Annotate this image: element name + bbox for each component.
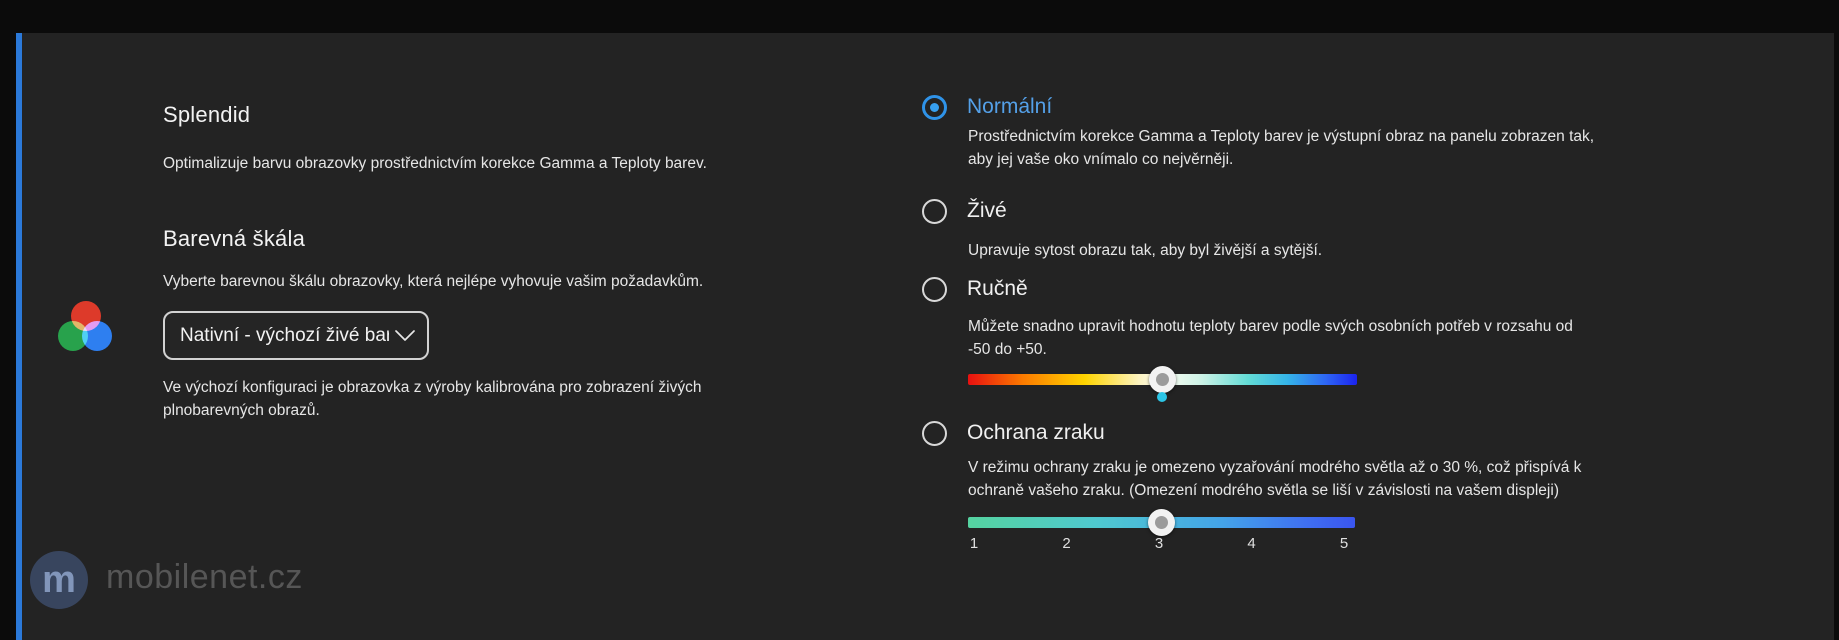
color-gamut-title: Barevná škála	[163, 226, 306, 251]
mode-label-rucne[interactable]: Ručně	[967, 277, 1028, 300]
color-temperature-default-marker-dot	[1157, 392, 1167, 402]
radio-ochrana-zraku[interactable]	[922, 420, 947, 446]
mode-desc-normalni-line2: aby jej vaše oko vnímalo co nejvěrněji.	[968, 151, 1234, 168]
mode-label-normalni[interactable]: Normální	[967, 95, 1053, 118]
left-accent-bar	[16, 33, 22, 640]
mode-desc-normalni-line1: Prostřednictvím korekce Gamma a Teploty …	[968, 128, 1595, 145]
blue-light-slider-track[interactable]	[968, 509, 1355, 536]
mobilenet-logo-icon: m	[30, 551, 88, 609]
color-gamut-note: Ve výchozí konfiguraci je obrazovka z vý…	[163, 376, 701, 422]
color-gamut-dropdown[interactable]: Nativní - výchozí živé bar	[163, 311, 429, 360]
blue-light-tick-1: 1	[969, 535, 979, 552]
mode-desc-normalni: Prostřednictvím korekce Gamma a Teploty …	[968, 125, 1594, 171]
mode-desc-ochrana-line2: ochraně vašeho zraku. (Omezení modrého s…	[968, 482, 1559, 499]
mode-label-zive[interactable]: Živé	[967, 199, 1007, 222]
blue-light-tick-2: 2	[1062, 535, 1071, 552]
radio-rucne[interactable]	[922, 276, 947, 302]
mode-row-rucne[interactable]: Ručně	[922, 276, 1028, 302]
color-gamut-note-line2: plnobarevných obrazů.	[163, 402, 320, 419]
color-temperature-slider-thumb[interactable]	[1149, 366, 1176, 393]
mobilenet-watermark-text: mobilenet.cz	[106, 558, 303, 596]
color-gamut-description: Vyberte barevnou škálu obrazovky, která …	[163, 273, 704, 290]
mode-desc-zive: Upravuje sytost obrazu tak, aby byl živě…	[968, 239, 1322, 262]
mode-desc-zive-line1: Upravuje sytost obrazu tak, aby byl živě…	[968, 242, 1323, 259]
color-gamut-note-line1: Ve výchozí konfiguraci je obrazovka z vý…	[163, 379, 702, 396]
splendid-title: Splendid	[163, 102, 251, 127]
splendid-description: Optimalizuje barvu obrazovky prostřednic…	[163, 155, 707, 172]
blue-light-tick-4: 4	[1247, 535, 1256, 552]
radio-normalni[interactable]	[922, 94, 947, 120]
color-gamut-dropdown-value: Nativní - výchozí živé bar	[180, 324, 389, 346]
chevron-down-icon	[395, 330, 415, 341]
mode-label-ochrana-zraku[interactable]: Ochrana zraku	[967, 421, 1105, 444]
blue-light-tick-5: 5	[1339, 535, 1349, 552]
mode-row-ochrana-zraku[interactable]: Ochrana zraku	[922, 420, 1105, 446]
blue-light-slider-ticks: 1 2 3 4 5	[963, 535, 1355, 552]
blue-light-slider-thumb[interactable]	[1148, 509, 1175, 536]
mode-row-zive[interactable]: Živé	[922, 198, 1007, 224]
rgb-color-wheel-icon	[58, 301, 112, 351]
radio-zive[interactable]	[922, 198, 947, 224]
color-temperature-slider-track[interactable]	[968, 366, 1357, 393]
blue-light-tick-3: 3	[1154, 535, 1164, 552]
mobilenet-logo-letter: m	[42, 559, 76, 601]
mode-row-normalni[interactable]: Normální	[922, 94, 1052, 120]
mode-desc-rucne-line2: -50 do +50.	[968, 341, 1047, 358]
mode-desc-rucne: Můžete snadno upravit hodnotu teploty ba…	[968, 315, 1573, 361]
mode-desc-ochrana-zraku: V režimu ochrany zraku je omezeno vyzařo…	[968, 456, 1581, 502]
mode-desc-ochrana-line1: V režimu ochrany zraku je omezeno vyzařo…	[968, 459, 1582, 476]
mode-desc-rucne-line1: Můžete snadno upravit hodnotu teploty ba…	[968, 318, 1573, 335]
